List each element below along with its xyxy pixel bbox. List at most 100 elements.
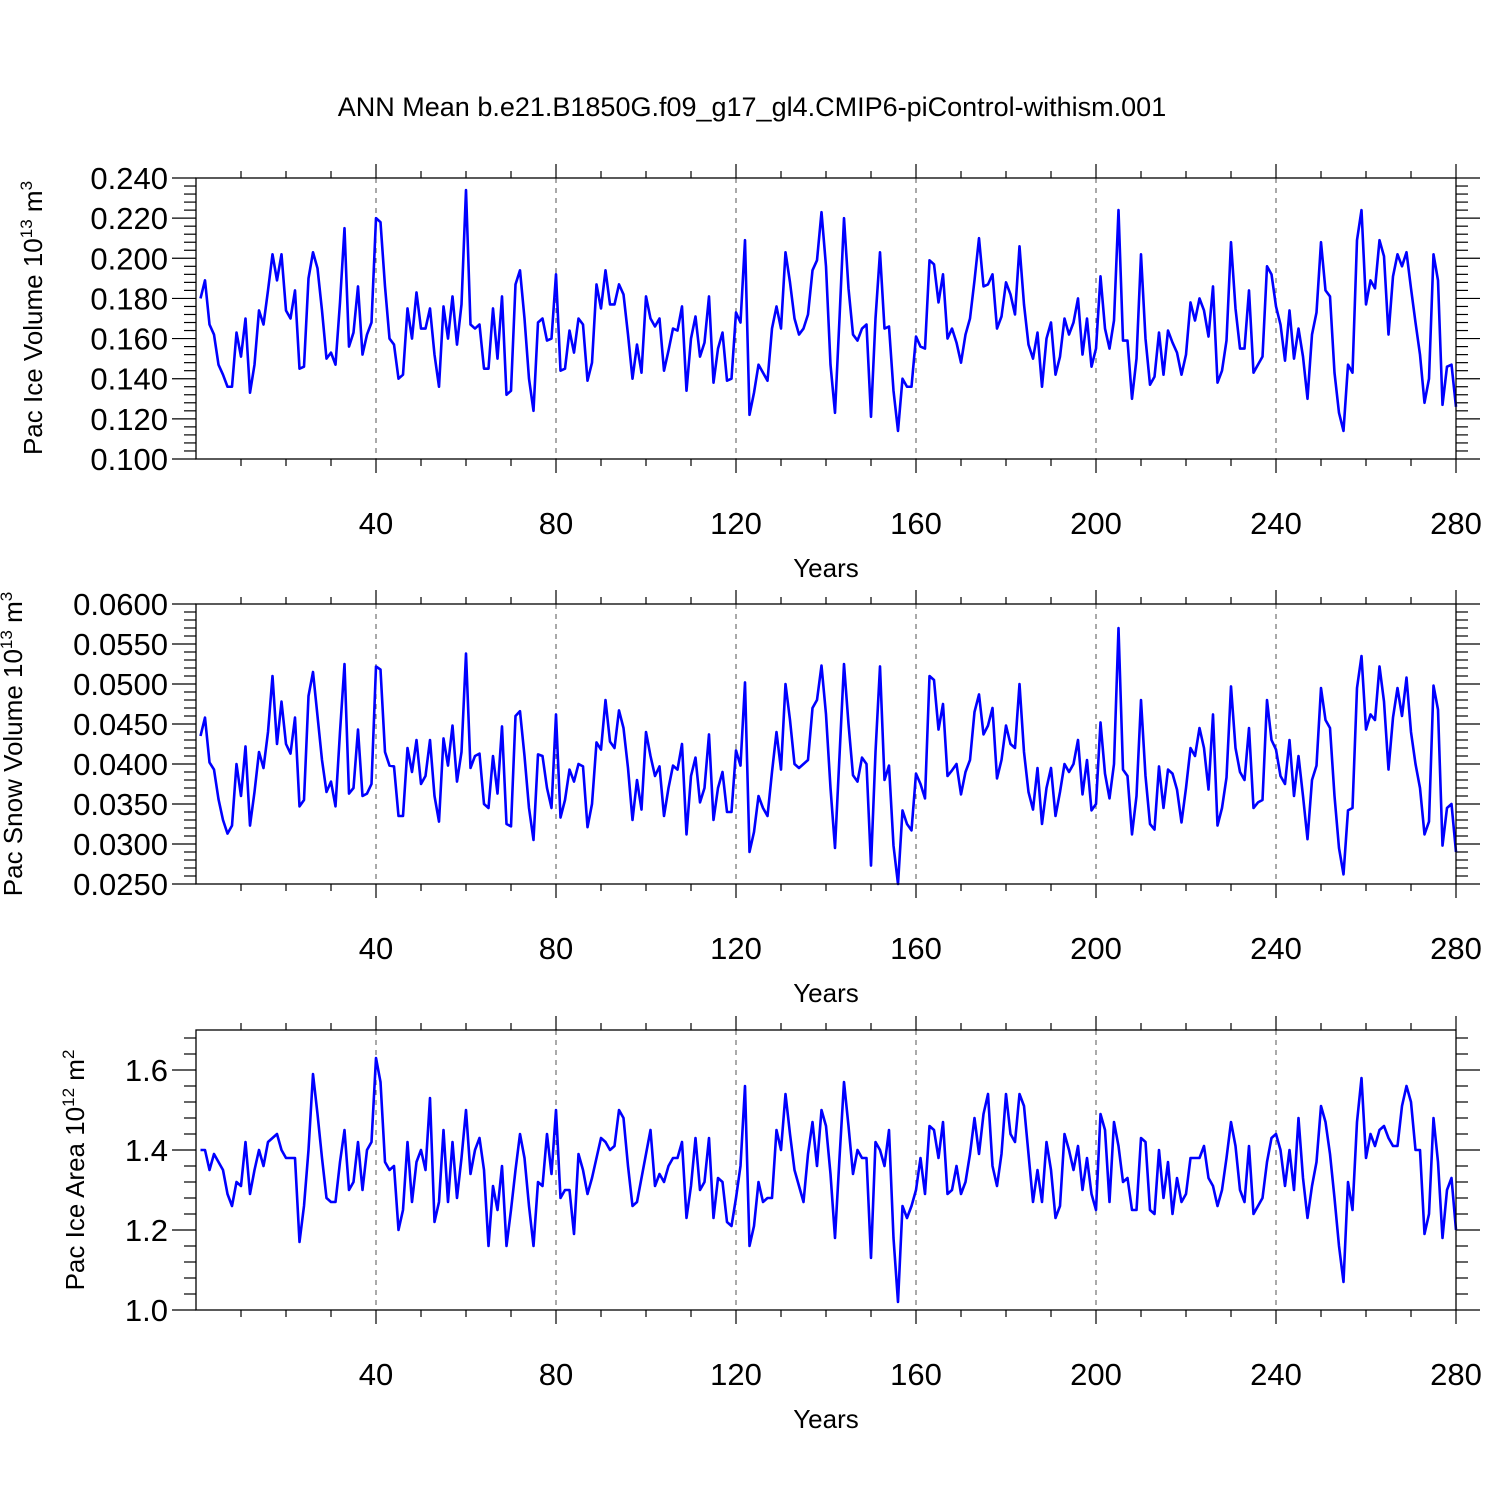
data-point <box>1004 724 1008 728</box>
data-point <box>1234 746 1238 750</box>
y-tick-label: 0.220 <box>90 201 168 236</box>
data-point <box>1009 742 1013 746</box>
data-point <box>1441 403 1445 407</box>
data-point <box>1450 1176 1454 1180</box>
data-point <box>1369 278 1373 282</box>
data-point <box>550 806 554 810</box>
data-point <box>1373 718 1377 722</box>
data-point <box>437 1200 441 1204</box>
data-point <box>509 1208 513 1212</box>
data-point <box>824 712 828 716</box>
data-point <box>581 764 585 768</box>
data-point <box>1045 337 1049 341</box>
data-point <box>356 284 360 288</box>
data-point <box>1144 1140 1148 1144</box>
data-point <box>329 1200 333 1204</box>
data-point <box>685 1216 689 1220</box>
data-point <box>334 804 338 808</box>
data-point <box>374 664 378 668</box>
data-point <box>1049 766 1053 770</box>
data-point <box>460 302 464 306</box>
data-point <box>478 1136 482 1140</box>
data-point <box>217 797 221 801</box>
data-point <box>1319 1104 1323 1108</box>
data-point <box>1013 746 1017 750</box>
data-point <box>1297 1116 1301 1120</box>
data-point <box>793 1168 797 1172</box>
data-point <box>1247 288 1251 292</box>
x-axis-label: Years <box>793 553 859 583</box>
data-point <box>1085 1156 1089 1160</box>
data-point <box>1418 1148 1422 1152</box>
data-point <box>1063 317 1067 321</box>
data-point <box>208 1168 212 1172</box>
data-point <box>1103 772 1107 776</box>
data-point <box>622 726 626 730</box>
data-point <box>1153 1212 1157 1216</box>
data-point <box>500 294 504 298</box>
data-point <box>1310 1184 1314 1188</box>
data-point <box>1126 339 1130 343</box>
panel-snow-volume: 0.0250 0.0300 0.0350 0.0400 0.0450 0.0500 0.05… <box>0 587 1482 1008</box>
data-point <box>739 321 743 325</box>
data-point <box>1117 208 1121 212</box>
data-point <box>1382 254 1386 258</box>
data-point <box>1432 1116 1436 1120</box>
data-point <box>797 1184 801 1188</box>
data-point <box>1031 808 1035 812</box>
data-point <box>379 1080 383 1084</box>
data-point <box>779 327 783 331</box>
data-point <box>239 1184 243 1188</box>
data-point <box>1346 363 1350 367</box>
data-point <box>244 744 248 748</box>
data-point <box>1211 1184 1215 1188</box>
data-point <box>577 317 581 321</box>
data-point <box>1184 1192 1188 1196</box>
data-point <box>316 714 320 718</box>
data-point <box>1126 774 1130 778</box>
data-point <box>406 306 410 310</box>
data-point <box>1288 738 1292 742</box>
data-point <box>1355 1120 1359 1124</box>
data-point <box>424 1168 428 1172</box>
data-point <box>617 708 621 712</box>
data-point <box>1216 824 1220 828</box>
data-point <box>815 1164 819 1168</box>
data-point <box>928 674 932 678</box>
data-point <box>1432 252 1436 256</box>
data-point <box>253 790 257 794</box>
data-point <box>1261 798 1265 802</box>
data-point <box>397 377 401 381</box>
data-point <box>1081 1188 1085 1192</box>
data-point <box>271 252 275 256</box>
data-point <box>347 792 351 796</box>
data-point <box>1423 1232 1427 1236</box>
data-point <box>757 1180 761 1184</box>
data-point <box>428 1096 432 1100</box>
data-point <box>262 766 266 770</box>
data-point <box>505 822 509 826</box>
x-tick-label: 120 <box>710 1357 762 1392</box>
data-point <box>892 844 896 848</box>
data-point <box>617 282 621 286</box>
data-point <box>451 724 455 728</box>
data-point <box>1274 1132 1278 1136</box>
data-point <box>1328 726 1332 730</box>
data-point <box>541 317 545 321</box>
y-tick-label: 0.200 <box>90 241 168 276</box>
data-point <box>343 662 347 666</box>
data-point <box>590 1176 594 1180</box>
data-point <box>829 1172 833 1176</box>
data-point <box>1207 1176 1211 1180</box>
data-point <box>284 308 288 312</box>
data-point <box>1162 806 1166 810</box>
data-point <box>1396 1144 1400 1148</box>
data-point <box>212 768 216 772</box>
data-point <box>599 748 603 752</box>
data-point <box>1256 800 1260 804</box>
data-point <box>797 333 801 337</box>
data-point <box>707 1136 711 1140</box>
plot-frame <box>195 177 1457 460</box>
data-point <box>644 1152 648 1156</box>
data-point <box>235 762 239 766</box>
